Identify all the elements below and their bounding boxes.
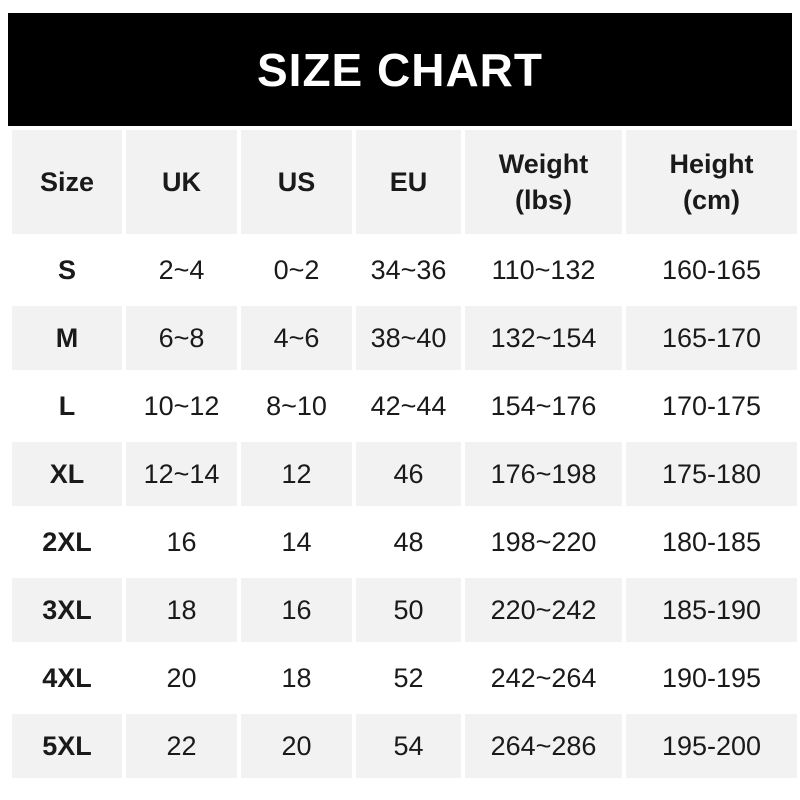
size-cell: L [12,374,122,438]
eu-cell: 54 [356,714,461,778]
size-cell: 2XL [12,510,122,574]
eu-cell: 46 [356,442,461,506]
col-header-height-line1: Height [669,148,754,179]
size-cell: 4XL [12,646,122,710]
col-header-size: Size [12,130,122,234]
height-cell: 190-195 [626,646,797,710]
us-cell: 20 [241,714,352,778]
col-header-height-line2: (cm) [682,185,740,215]
size-cell: M [12,306,122,370]
header-row: Size UK US EU Weight (lbs) Height (cm) [12,130,797,234]
us-cell: 12 [241,442,352,506]
banner: SIZE CHART [8,13,792,126]
uk-cell: 16 [126,510,237,574]
col-header-weight-line1: Weight [498,148,589,179]
eu-cell: 48 [356,510,461,574]
height-cell: 195-200 [626,714,797,778]
eu-cell: 42~44 [356,374,461,438]
weight-cell: 132~154 [465,306,622,370]
height-cell: 180-185 [626,510,797,574]
table-row-m: M 6~8 4~6 38~40 132~154 165-170 [12,306,797,370]
col-header-us: US [241,130,352,234]
uk-cell: 22 [126,714,237,778]
uk-cell: 10~12 [126,374,237,438]
size-cell: 5XL [12,714,122,778]
col-header-us-label: US [277,166,316,197]
eu-cell: 34~36 [356,238,461,302]
weight-cell: 264~286 [465,714,622,778]
weight-cell: 242~264 [465,646,622,710]
col-header-uk: UK [126,130,237,234]
size-chart-table: Size UK US EU Weight (lbs) Height (cm) [8,126,800,782]
height-cell: 160-165 [626,238,797,302]
col-header-eu-label: EU [389,166,428,197]
uk-cell: 6~8 [126,306,237,370]
col-header-eu: EU [356,130,461,234]
table-row-3xl: 3XL 18 16 50 220~242 185-190 [12,578,797,642]
us-cell: 8~10 [241,374,352,438]
uk-cell: 2~4 [126,238,237,302]
eu-cell: 38~40 [356,306,461,370]
size-cell: 3XL [12,578,122,642]
us-cell: 4~6 [241,306,352,370]
height-cell: 170-175 [626,374,797,438]
us-cell: 16 [241,578,352,642]
weight-cell: 176~198 [465,442,622,506]
height-cell: 165-170 [626,306,797,370]
table-row-5xl: 5XL 22 20 54 264~286 195-200 [12,714,797,778]
uk-cell: 20 [126,646,237,710]
col-header-weight: Weight (lbs) [465,130,622,234]
table-row-2xl: 2XL 16 14 48 198~220 180-185 [12,510,797,574]
height-cell: 185-190 [626,578,797,642]
size-cell: XL [12,442,122,506]
weight-cell: 110~132 [465,238,622,302]
table-row-s: S 2~4 0~2 34~36 110~132 160-165 [12,238,797,302]
col-header-weight-line2: (lbs) [515,185,572,215]
page-title: SIZE CHART [257,43,543,96]
col-header-size-label: Size [39,166,95,197]
eu-cell: 52 [356,646,461,710]
table-row-4xl: 4XL 20 18 52 242~264 190-195 [12,646,797,710]
table-row-l: L 10~12 8~10 42~44 154~176 170-175 [12,374,797,438]
col-header-height: Height (cm) [626,130,797,234]
weight-cell: 154~176 [465,374,622,438]
us-cell: 18 [241,646,352,710]
eu-cell: 50 [356,578,461,642]
weight-cell: 220~242 [465,578,622,642]
weight-cell: 198~220 [465,510,622,574]
col-header-uk-label: UK [162,166,201,197]
uk-cell: 18 [126,578,237,642]
table-row-xl: XL 12~14 12 46 176~198 175-180 [12,442,797,506]
us-cell: 0~2 [241,238,352,302]
us-cell: 14 [241,510,352,574]
uk-cell: 12~14 [126,442,237,506]
height-cell: 175-180 [626,442,797,506]
size-cell: S [12,238,122,302]
